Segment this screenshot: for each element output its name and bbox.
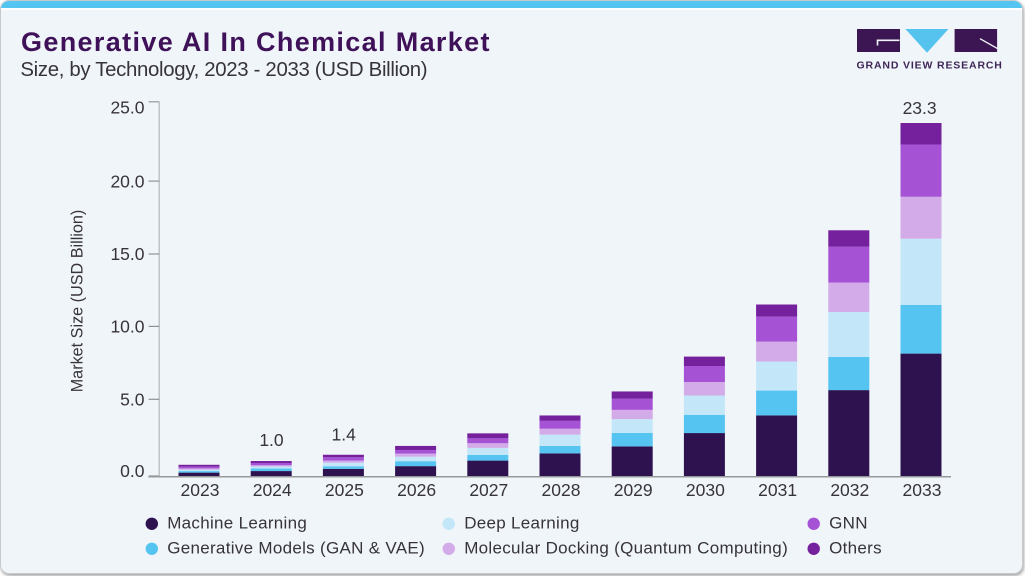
svg-text:1.0: 1.0 (259, 430, 284, 450)
svg-text:2023: 2023 (181, 480, 220, 500)
svg-text:Size, by Technology, 2023 - 20: Size, by Technology, 2023 - 2033 (USD Bi… (20, 59, 427, 81)
svg-text:Others: Others (829, 539, 882, 558)
svg-text:1.4: 1.4 (332, 424, 357, 444)
svg-text:Generative Models (GAN & VAE): Generative Models (GAN & VAE) (167, 539, 425, 558)
svg-text:25.0: 25.0 (110, 98, 144, 118)
svg-text:10.0: 10.0 (110, 317, 144, 337)
svg-text:Machine Learning: Machine Learning (167, 514, 307, 533)
svg-text:Market Size (USD Billion): Market Size (USD Billion) (69, 210, 87, 393)
svg-text:2030: 2030 (686, 480, 725, 500)
svg-text:2024: 2024 (253, 480, 292, 500)
svg-text:0.0: 0.0 (120, 461, 145, 481)
svg-text:2025: 2025 (325, 480, 364, 500)
svg-text:2027: 2027 (469, 480, 508, 500)
svg-text:Generative AI In Chemical Mark: Generative AI In Chemical Market (21, 27, 491, 57)
svg-text:Molecular Docking (Quantum Com: Molecular Docking (Quantum Computing) (464, 539, 788, 558)
svg-text:2033: 2033 (903, 480, 942, 500)
svg-text:20.0: 20.0 (110, 171, 144, 191)
svg-text:15.0: 15.0 (110, 244, 144, 264)
svg-text:2031: 2031 (758, 480, 797, 500)
svg-text:2029: 2029 (614, 480, 653, 500)
svg-text:5.0: 5.0 (120, 390, 145, 410)
svg-text:2028: 2028 (542, 480, 581, 500)
svg-text:GNN: GNN (829, 514, 868, 533)
svg-text:GRAND VIEW RESEARCH: GRAND VIEW RESEARCH (857, 59, 1003, 71)
svg-text:23.3: 23.3 (903, 98, 937, 118)
svg-text:Deep Learning: Deep Learning (464, 514, 579, 533)
svg-text:2026: 2026 (397, 480, 436, 500)
svg-text:2032: 2032 (830, 480, 869, 500)
